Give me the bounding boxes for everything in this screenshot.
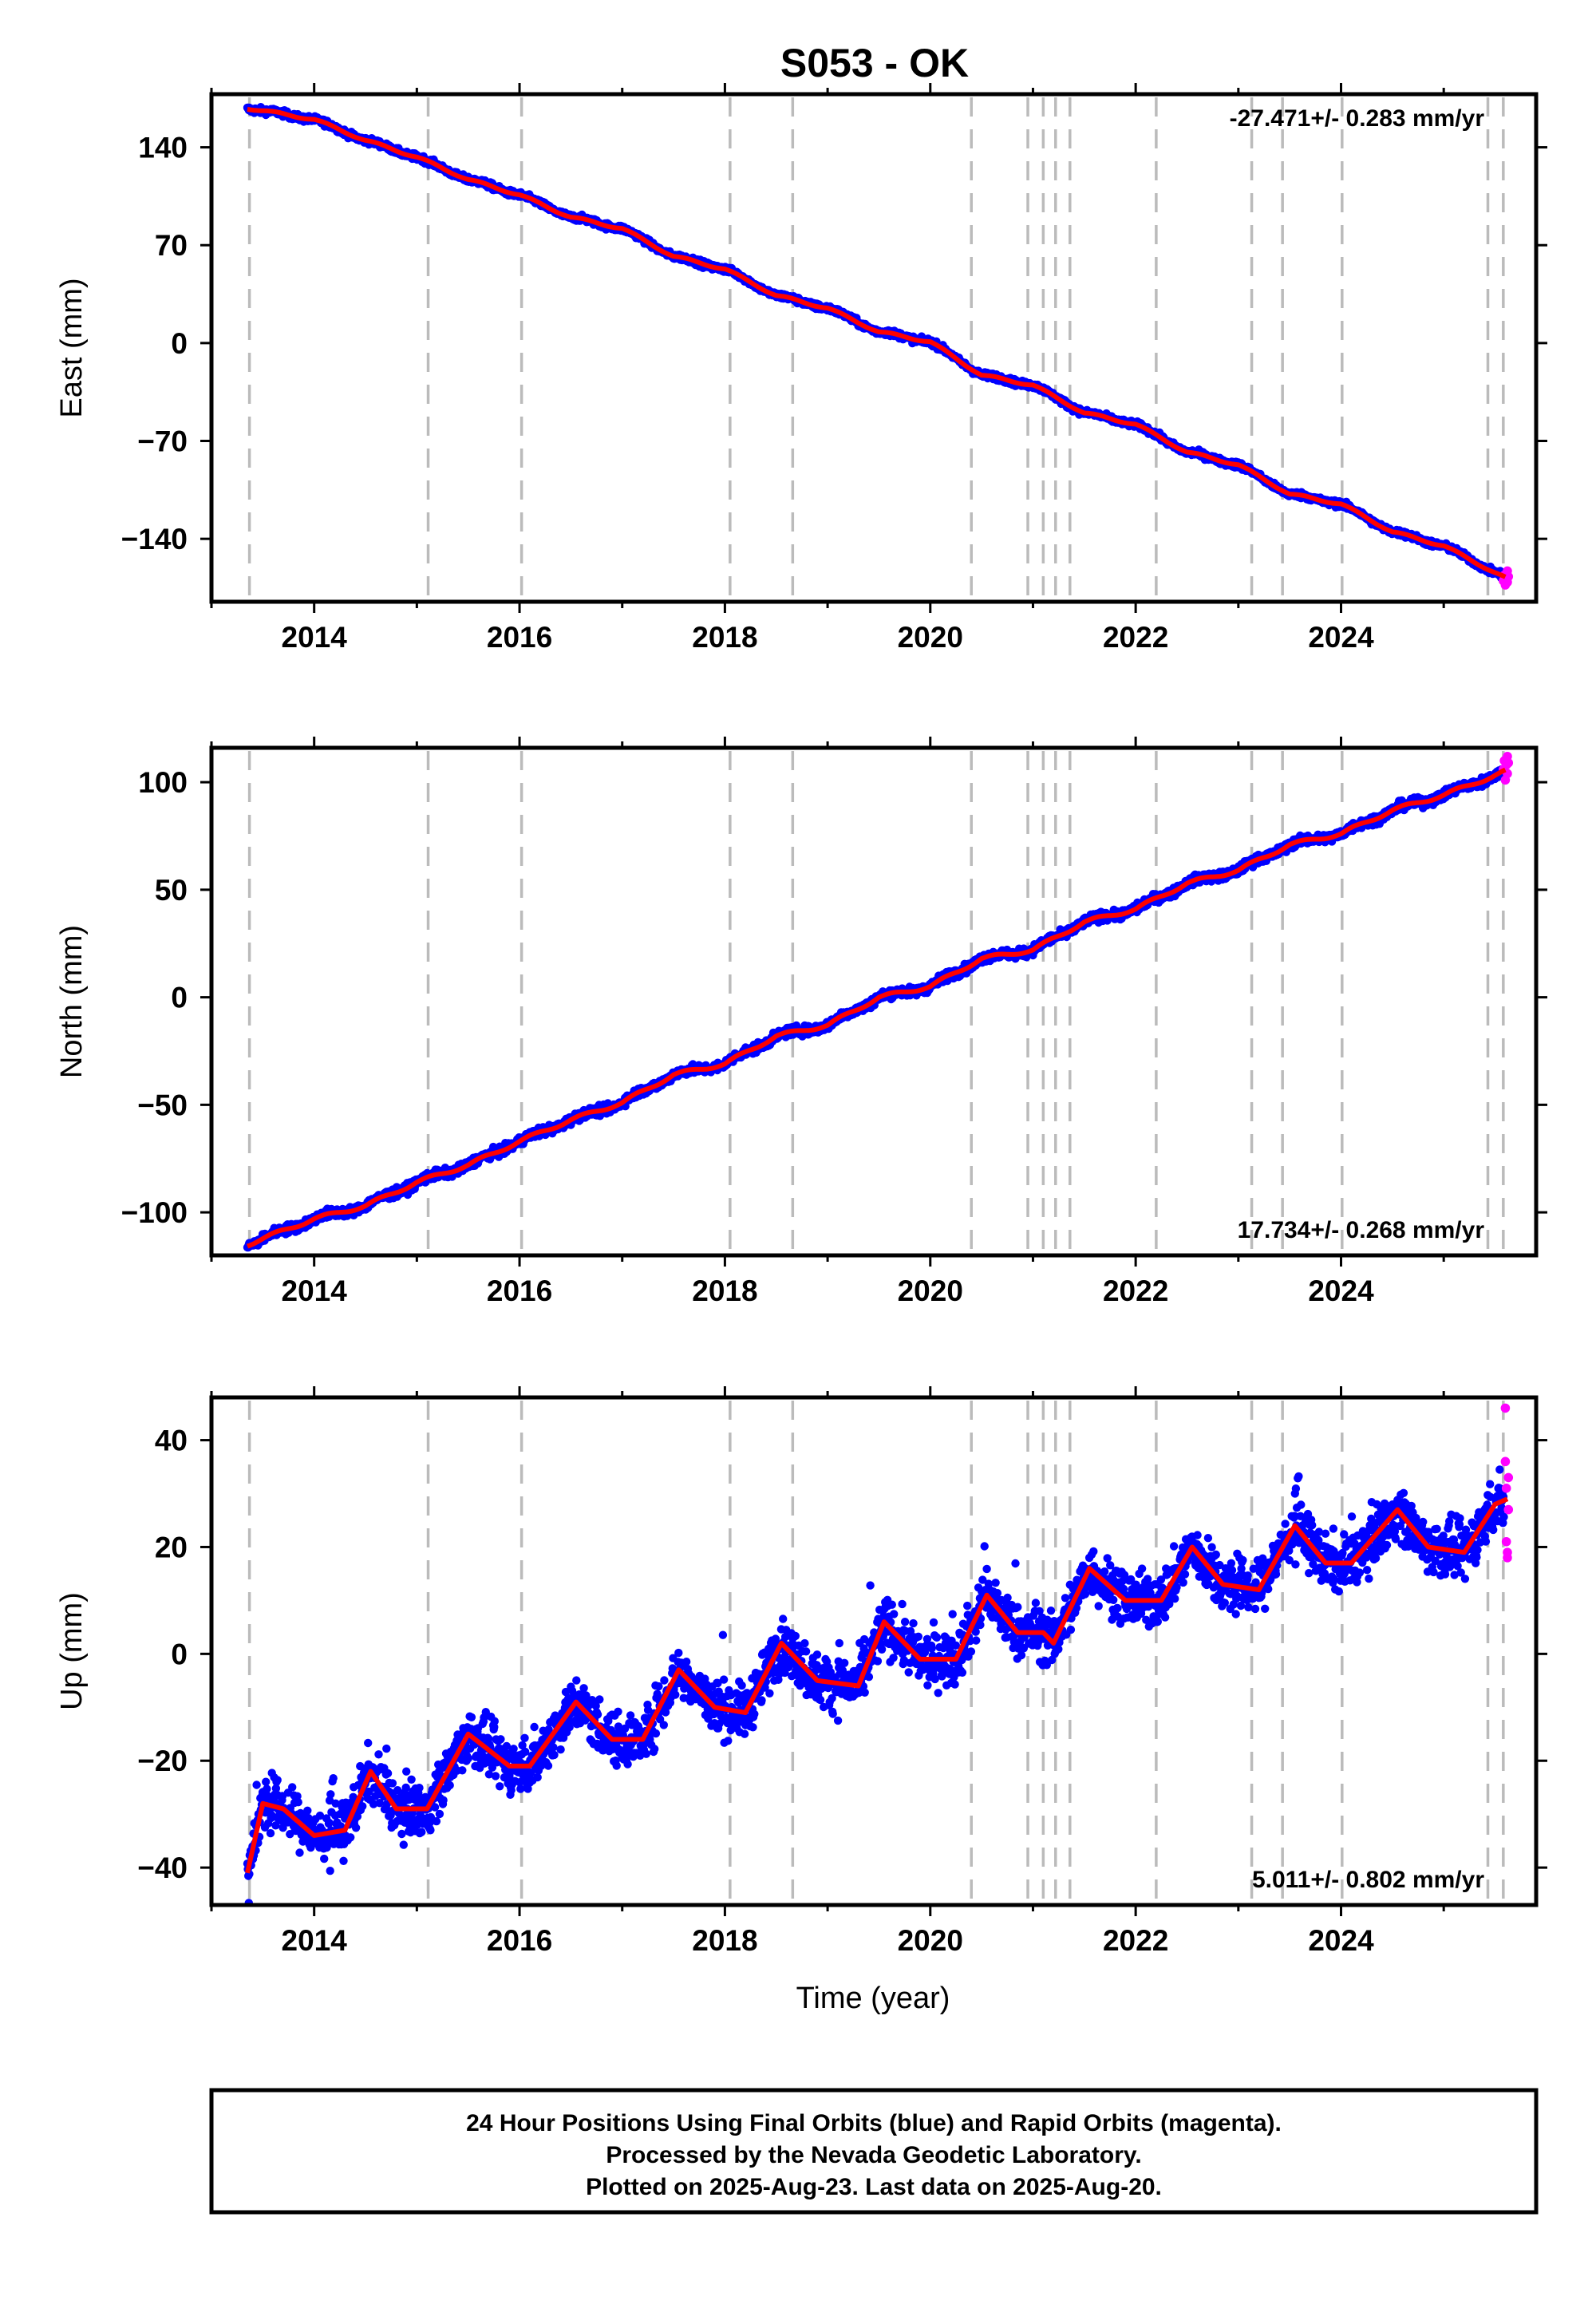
y-tick-label: −70 xyxy=(137,425,188,458)
x-tick-label: 2024 xyxy=(1308,621,1374,654)
panel-frame xyxy=(209,92,1539,604)
y-tick-label: 0 xyxy=(171,327,188,360)
x-tick-label: 2020 xyxy=(898,621,963,654)
x-tick-label: 2014 xyxy=(282,621,348,654)
final-orbit-points xyxy=(243,103,1507,583)
x-tick-label: 2016 xyxy=(487,621,552,654)
y-tick-label: 140 xyxy=(138,132,188,164)
y-axis-label: East (mm) xyxy=(55,278,89,417)
east-panel: 2014 2016 2018 2020 2022 2024 140 70 0 −70 −140 Eas… xyxy=(55,83,1547,654)
x-tick-label: 2022 xyxy=(1103,621,1168,654)
model-fit-line xyxy=(246,106,1507,579)
y-tick-label: 70 xyxy=(155,229,188,262)
chart-title: S053 - OK xyxy=(780,41,969,85)
y-tick-label: −140 xyxy=(121,523,188,555)
x-tick-label: 2018 xyxy=(692,621,757,654)
velocity-rate-label: -27.471+/- 0.283 mm/yr xyxy=(1230,105,1485,132)
north-panel: 2014 2016 2018 2020 2022 2024100500−50−100Nor… xyxy=(55,737,1547,1307)
